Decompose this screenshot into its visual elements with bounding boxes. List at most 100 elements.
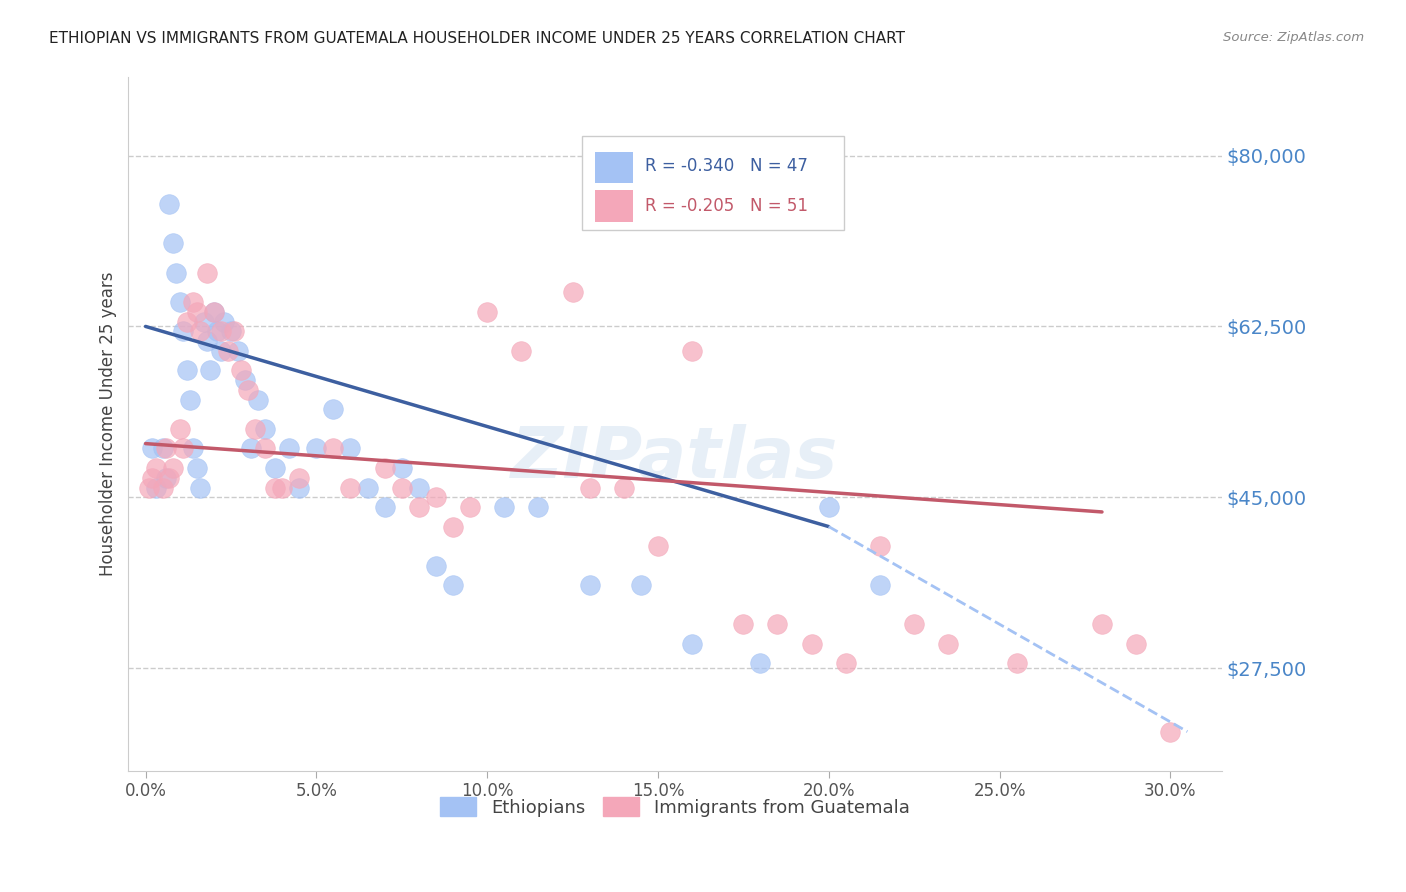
- Point: [226, 343, 249, 358]
- Point: [172, 324, 194, 338]
- Point: [219, 324, 242, 338]
- FancyBboxPatch shape: [595, 190, 634, 221]
- Point: [766, 617, 789, 632]
- Point: [510, 343, 533, 358]
- Point: [231, 363, 253, 377]
- Text: R = -0.205   N = 51: R = -0.205 N = 51: [645, 196, 808, 215]
- Point: [212, 314, 235, 328]
- Point: [176, 363, 198, 377]
- Point: [561, 285, 583, 300]
- Point: [240, 442, 263, 456]
- Text: ETHIOPIAN VS IMMIGRANTS FROM GUATEMALA HOUSEHOLDER INCOME UNDER 25 YEARS CORRELA: ETHIOPIAN VS IMMIGRANTS FROM GUATEMALA H…: [49, 31, 905, 46]
- Point: [183, 295, 205, 310]
- Point: [141, 471, 163, 485]
- Point: [186, 461, 208, 475]
- Point: [152, 442, 174, 456]
- Point: [613, 481, 636, 495]
- Point: [578, 578, 600, 592]
- Point: [278, 442, 301, 456]
- Point: [425, 491, 447, 505]
- Point: [233, 373, 256, 387]
- Point: [217, 343, 239, 358]
- Point: [264, 481, 287, 495]
- Point: [195, 334, 218, 348]
- Point: [179, 392, 201, 407]
- Point: [202, 305, 225, 319]
- Point: [207, 324, 229, 338]
- Point: [578, 481, 600, 495]
- Point: [356, 481, 378, 495]
- Point: [630, 578, 652, 592]
- Point: [155, 471, 177, 485]
- Point: [271, 481, 294, 495]
- Point: [145, 481, 167, 495]
- Point: [374, 461, 396, 475]
- FancyBboxPatch shape: [582, 136, 845, 230]
- Point: [254, 442, 277, 456]
- Point: [172, 442, 194, 456]
- Point: [681, 637, 703, 651]
- Point: [155, 442, 177, 456]
- Point: [733, 617, 755, 632]
- Point: [391, 481, 413, 495]
- Point: [869, 578, 891, 592]
- Point: [647, 539, 669, 553]
- Point: [264, 461, 287, 475]
- Point: [141, 442, 163, 456]
- Point: [527, 500, 550, 514]
- Point: [224, 324, 246, 338]
- Point: [209, 343, 232, 358]
- Point: [458, 500, 481, 514]
- Point: [209, 324, 232, 338]
- Point: [800, 637, 823, 651]
- Point: [254, 422, 277, 436]
- Point: [243, 422, 266, 436]
- Text: Source: ZipAtlas.com: Source: ZipAtlas.com: [1223, 31, 1364, 45]
- Point: [681, 343, 703, 358]
- Point: [494, 500, 516, 514]
- Point: [339, 481, 361, 495]
- Point: [159, 471, 181, 485]
- Point: [152, 481, 174, 495]
- Point: [176, 314, 198, 328]
- FancyBboxPatch shape: [595, 152, 634, 183]
- Point: [138, 481, 160, 495]
- Point: [169, 295, 191, 310]
- Point: [425, 558, 447, 573]
- Point: [903, 617, 925, 632]
- Point: [288, 481, 311, 495]
- Point: [869, 539, 891, 553]
- Point: [165, 266, 187, 280]
- Point: [817, 500, 839, 514]
- Point: [247, 392, 270, 407]
- Point: [1091, 617, 1114, 632]
- Point: [322, 442, 344, 456]
- Point: [195, 266, 218, 280]
- Point: [162, 461, 184, 475]
- Text: ZIPatlas: ZIPatlas: [512, 425, 839, 493]
- Point: [936, 637, 959, 651]
- Point: [391, 461, 413, 475]
- Point: [374, 500, 396, 514]
- Point: [475, 305, 498, 319]
- Point: [749, 657, 772, 671]
- Point: [408, 481, 430, 495]
- Point: [186, 305, 208, 319]
- Text: R = -0.340   N = 47: R = -0.340 N = 47: [645, 157, 808, 175]
- Point: [162, 236, 184, 251]
- Point: [305, 442, 328, 456]
- Point: [202, 305, 225, 319]
- Point: [1125, 637, 1147, 651]
- Point: [236, 383, 259, 397]
- Point: [441, 578, 464, 592]
- Legend: Ethiopians, Immigrants from Guatemala: Ethiopians, Immigrants from Guatemala: [433, 790, 917, 824]
- Point: [322, 402, 344, 417]
- Y-axis label: Householder Income Under 25 years: Householder Income Under 25 years: [100, 272, 117, 576]
- Point: [188, 324, 211, 338]
- Point: [169, 422, 191, 436]
- Point: [408, 500, 430, 514]
- Point: [159, 197, 181, 211]
- Point: [183, 442, 205, 456]
- Point: [339, 442, 361, 456]
- Point: [188, 481, 211, 495]
